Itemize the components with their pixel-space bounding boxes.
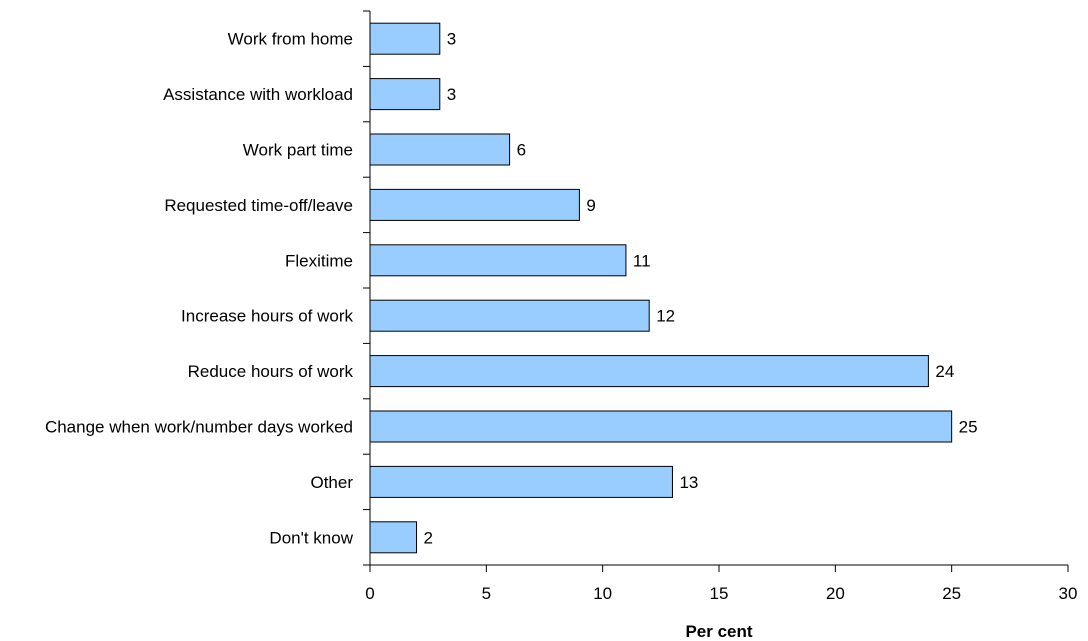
bars-group [369,22,953,554]
category-label: Work from home [228,30,353,49]
category-label: Change when work/number days worked [45,418,353,437]
category-label: Flexitime [285,251,353,270]
x-tick-label: 5 [482,584,491,603]
x-tick-label: 15 [710,584,729,603]
x-tick-label: 10 [593,584,612,603]
category-label: Reduce hours of work [188,362,354,381]
x-tick-label: 25 [942,584,961,603]
bar [369,521,418,554]
x-tick-label: 30 [1059,584,1078,603]
bar [369,78,441,111]
category-label: Assistance with workload [163,85,353,104]
data-label: 24 [935,362,954,381]
bar [369,410,953,443]
data-label: 9 [586,196,595,215]
bar [369,22,441,55]
data-label: 2 [424,528,433,547]
data-label: 12 [656,307,675,326]
x-axis-title: Per cent [685,622,752,641]
data-label: 6 [517,141,526,160]
category-label: Requested time-off/leave [164,196,353,215]
labels-group: Work from home 3 Assistance with workload 3… [45,10,1078,603]
bar [369,355,929,388]
data-label: 3 [447,30,456,49]
data-label: 3 [447,85,456,104]
x-tick-label: 20 [826,584,845,603]
data-label: 25 [959,418,978,437]
bar [369,465,673,498]
category-label: Work part time [243,141,353,160]
data-label: 11 [633,251,651,270]
category-label: Increase hours of work [181,307,353,326]
category-label: Don't know [269,528,353,547]
bar [369,244,627,277]
bar [369,299,650,332]
category-label: Other [310,473,353,492]
bar [369,188,580,221]
data-label: 13 [679,473,698,492]
x-tick-label: 0 [365,584,374,603]
bar [369,133,511,166]
